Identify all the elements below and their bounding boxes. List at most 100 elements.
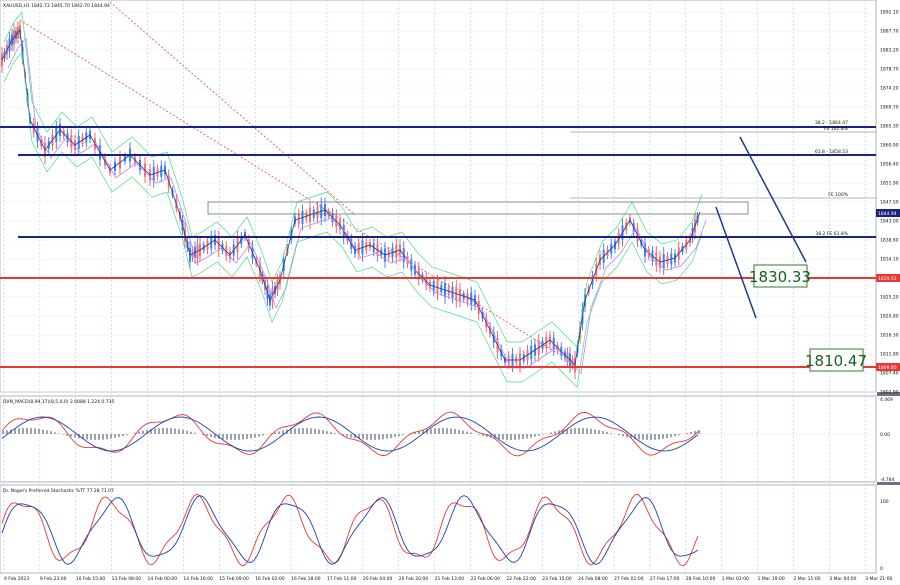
fib-618-label: 61.8 - 1858.53 <box>815 149 848 155</box>
macd-hist-bar <box>206 434 208 436</box>
price-tick-label: 1878.70 <box>880 67 899 73</box>
macd-hist-bar <box>14 428 16 434</box>
price-tick-label: 1825.20 <box>880 295 899 301</box>
macd-hist-bar <box>658 434 660 440</box>
stoch-header: Dr. Nagel's Preferred Stochastic %TT 77.… <box>3 488 114 494</box>
callout-upper-text: 1830.33 <box>749 268 811 286</box>
macd-hist-bar <box>282 430 284 434</box>
macd-hist-bar <box>210 434 212 437</box>
macd-hist-bar <box>482 434 484 436</box>
consolidation-box <box>207 201 749 215</box>
macd-hist-bar <box>358 434 360 439</box>
macd-hist-bar <box>502 434 504 440</box>
macd-hist-bar <box>382 434 384 440</box>
macd-hist-bar <box>586 428 588 434</box>
macd-hist-bar <box>458 429 460 434</box>
macd-hist-bar <box>666 434 668 439</box>
macd-hist-bar <box>454 429 456 434</box>
macd-hist-bar <box>318 429 320 434</box>
macd-hist-bar <box>330 432 332 434</box>
macd-signal-line <box>1 411 699 457</box>
macd-hist-bar <box>386 434 388 439</box>
macd-hist-bar <box>66 434 68 436</box>
macd-hist-bar <box>690 431 692 434</box>
macd-hist-bar <box>486 434 488 437</box>
macd-hist-bar <box>506 434 508 440</box>
macd-hist-bar <box>142 430 144 434</box>
macd-hist-bar <box>2 431 4 434</box>
macd-hist-bar <box>314 428 316 434</box>
time-tick-label: 10 Feb 15:00 <box>76 576 106 582</box>
macd-hist-bar <box>194 432 196 434</box>
macd-hist-bar <box>302 428 304 434</box>
fib-382-label: 38.2 - 1864.47 <box>815 120 848 126</box>
macd-hist-bar <box>298 428 300 434</box>
stoch-panel <box>0 484 877 574</box>
time-tick-label: 20 Feb 20:00 <box>399 576 429 582</box>
macd-hist-bar <box>550 432 552 434</box>
macd-hist-bar <box>82 434 84 440</box>
macd-hist-bar <box>50 431 52 434</box>
macd-hist-bar <box>578 428 580 434</box>
macd-hist-bar <box>118 434 120 437</box>
time-tick-label: 22 Feb 06:00 <box>471 576 501 582</box>
price-tick-label: 1869.70 <box>880 105 899 111</box>
time-tick-label: 14 Feb 00:00 <box>148 576 178 582</box>
price-tick-label: 1838.60 <box>880 238 899 244</box>
macd-header: DVN_MACD(8,99,17)(8,5,0,0) 2.0088 1.224 … <box>3 399 114 405</box>
macd-hist-bar <box>670 434 672 438</box>
macd-hist-bar <box>326 431 328 434</box>
price-tick-label: 1883.20 <box>880 48 899 54</box>
price-tick-label: 1802.90 <box>880 390 899 396</box>
price-tick-label: 1807.40 <box>880 371 899 377</box>
macd-hist-bar <box>522 434 524 440</box>
macd-hist-bar <box>450 428 452 434</box>
macd-hist-bar <box>466 431 468 434</box>
time-tick-label: 28 Feb 10:00 <box>686 576 716 582</box>
stoch-series <box>1 493 699 567</box>
macd-hist-bar <box>662 434 664 439</box>
time-tick-label: 21 Feb 13:00 <box>435 576 465 582</box>
price-axis: 1892.10 1887.70 1883.20 1878.70 1874.20 1869.… <box>880 10 899 396</box>
price-tick-label: 1820.80 <box>880 314 899 320</box>
macd-hist-bar <box>698 430 700 434</box>
current-price-text: 1844.94 <box>878 211 897 217</box>
macd-hist-bar <box>54 432 56 434</box>
price-tick-label: 1847.50 <box>880 200 899 206</box>
macd-hist-bar <box>134 432 136 434</box>
macd-hist-bar <box>654 434 656 440</box>
macd-hist-bar <box>462 430 464 434</box>
macd-hist-bar <box>646 434 648 440</box>
macd-hist-bar <box>86 434 88 440</box>
macd-hist-bar <box>122 434 124 436</box>
red-lower-text: 1809.80 <box>878 365 897 371</box>
macd-hist-bar <box>6 430 8 434</box>
time-tick-label: 13 Feb 08:00 <box>112 576 142 582</box>
macd-hist-bar <box>398 434 400 437</box>
stoch-tick-high: 100 <box>880 499 889 505</box>
price-tick-label: 1874.20 <box>880 86 899 92</box>
macd-hist-bar <box>22 428 24 434</box>
macd-hist-bar <box>426 429 428 434</box>
macd-hist-bar <box>362 434 364 440</box>
callout-upper-box <box>753 264 808 288</box>
macd-hist-bar <box>434 428 436 434</box>
macd-hist-bar <box>250 434 252 439</box>
macd-hist-bar <box>114 434 116 438</box>
macd-hist-bar <box>350 434 352 438</box>
macd-hist-bar <box>478 434 480 435</box>
macd-hist-bar <box>246 434 248 439</box>
macd-hist-bar <box>110 434 112 439</box>
macd-hist-bar <box>558 430 560 434</box>
macd-hist-bar <box>158 428 160 434</box>
band-upper <box>3 11 703 348</box>
macd-hist-bar <box>602 431 604 434</box>
macd-hist-bar <box>70 434 72 437</box>
price-tick-label: 1860.90 <box>880 143 899 149</box>
macd-hist-bar <box>294 428 296 434</box>
macd-hist-bar <box>182 429 184 434</box>
macd-hist-bar <box>234 434 236 440</box>
stoch-main-line <box>1 495 699 565</box>
macd-hist-bar <box>202 434 204 435</box>
time-tick-label: 14 Feb 16:00 <box>183 576 213 582</box>
